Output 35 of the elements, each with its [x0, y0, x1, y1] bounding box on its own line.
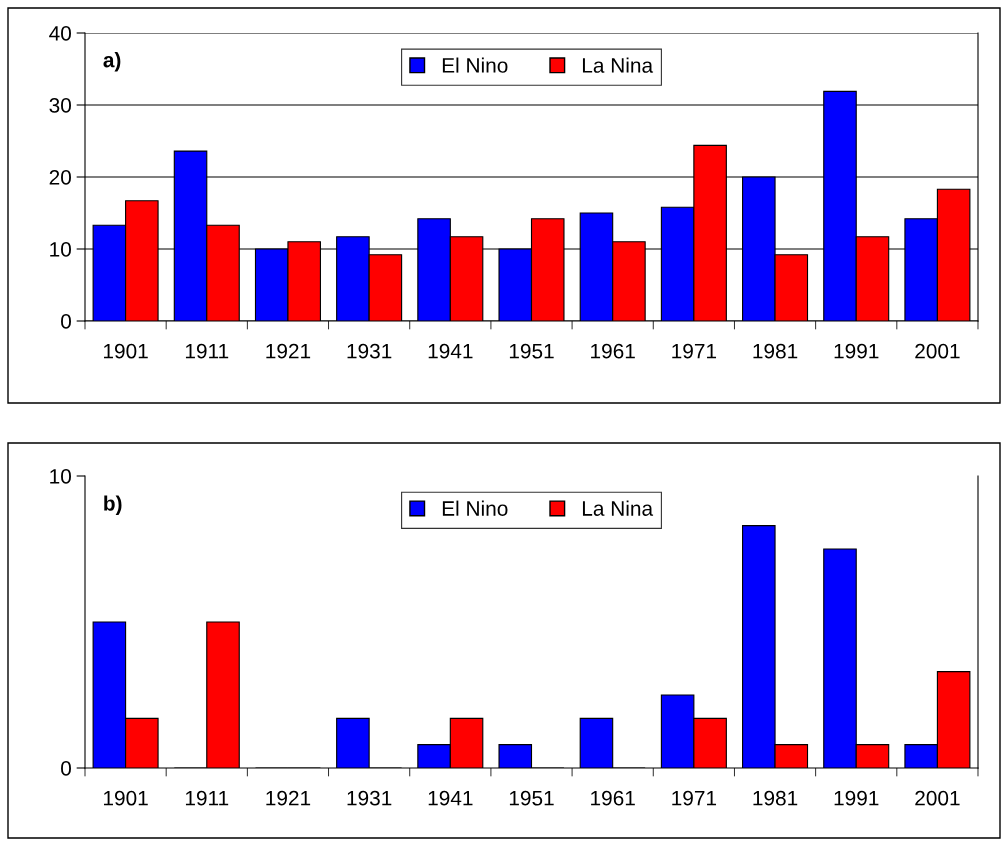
- x-tick-label: 1931: [347, 343, 392, 359]
- x-tick-label: 1951: [509, 343, 554, 359]
- x-tick-label: 1971: [672, 343, 717, 359]
- legend-label: El Nino: [442, 57, 508, 73]
- x-tick-label: 1921: [266, 790, 311, 806]
- annotation: a): [103, 52, 121, 72]
- x-tick-label: 2001: [915, 790, 960, 806]
- y-tick-label: 0: [61, 314, 71, 329]
- x-tick-label: 1951: [509, 790, 554, 806]
- x-tick-label: 1921: [266, 343, 311, 359]
- x-tick-label: 1931: [347, 790, 392, 806]
- x-tick-label: 1981: [753, 790, 798, 806]
- legend-label: La Nina: [582, 500, 654, 516]
- x-tick-label: 2001: [915, 343, 960, 359]
- x-tick-label: 1911: [185, 343, 229, 359]
- y-tick-label: 20: [49, 170, 71, 185]
- x-tick-label: 1901: [104, 343, 148, 359]
- y-tick-label: 40: [49, 26, 71, 41]
- legend-label: El Nino: [442, 500, 508, 516]
- y-tick-label: 10: [50, 469, 71, 484]
- x-tick-label: 1961: [591, 790, 635, 806]
- x-tick-label: 1941: [428, 790, 473, 806]
- x-tick-label: 1991: [834, 343, 879, 359]
- annotation: b): [104, 495, 122, 515]
- legend-label: La Nina: [582, 57, 654, 73]
- x-tick-label: 1941: [428, 343, 473, 359]
- y-tick-label: 0: [61, 761, 71, 776]
- y-tick-label: 10: [50, 242, 71, 257]
- x-tick-label: 1911: [185, 790, 229, 806]
- x-tick-label: 1971: [672, 790, 717, 806]
- x-tick-label: 1961: [591, 343, 635, 359]
- x-tick-label: 1991: [834, 790, 879, 806]
- y-tick-label: 30: [49, 98, 71, 113]
- x-tick-label: 1981: [753, 343, 798, 359]
- x-tick-label: 1901: [104, 790, 148, 806]
